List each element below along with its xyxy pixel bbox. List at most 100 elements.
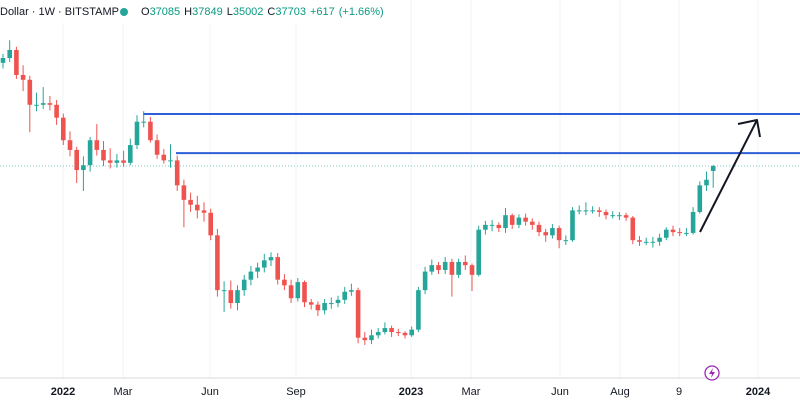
symbol: Dollar · 1W · BITSTAMP [0,6,119,18]
candle-body [369,335,374,341]
candle-body [61,117,66,141]
candle-body [335,299,341,304]
candle-body [355,290,361,338]
candle-body [396,332,401,334]
candle-body [543,232,548,236]
candle-body [469,265,475,275]
candle-body [530,221,535,225]
candle-body [664,229,669,238]
candle-body [262,260,267,268]
candle-body [583,210,589,212]
candle-body [0,58,6,63]
grid [62,0,759,378]
candle-body [47,103,53,105]
candle-body [389,328,394,333]
candle-body [168,160,173,162]
candle-body [349,290,354,292]
candle-body [329,303,334,305]
candle-body [610,215,615,217]
change-pct: (+1.66%) [339,6,384,18]
candle-body [248,271,254,280]
candle-body [375,332,381,336]
x-tick-label: 9 [676,386,682,398]
ohlc-value: 37085 [150,6,181,18]
candle-body [670,229,676,233]
candle-body [302,282,307,303]
ohlc-label: C [267,6,275,18]
candle-body [161,154,167,161]
candle-body [704,179,709,186]
candle-body [181,185,187,200]
candle-body [603,211,609,216]
candle-body [536,224,542,233]
candle-body [630,217,636,241]
ohlc-value: 37703 [275,6,306,18]
candle-body [442,261,448,270]
candle-body [268,257,274,261]
candle-body [67,140,73,150]
candle-body [148,121,153,141]
candle-body [503,215,508,229]
candle-body [128,145,133,163]
candle-body [563,240,569,242]
candle-body [107,160,113,163]
ohlc-label: O [141,6,150,18]
candle-body [74,149,79,171]
candle-body [422,271,428,291]
candle-body [362,337,368,341]
candle-body [382,328,388,333]
candle-body [174,160,180,186]
candle-body [710,166,716,171]
candle-body [684,232,689,234]
candle-body [402,332,408,336]
ohlc-value: 35002 [233,6,264,18]
candle-body [20,74,26,80]
candle-body [429,265,435,272]
x-tick-label: Mar [462,386,481,398]
candle-body [496,224,502,229]
ohlc-label: L [227,6,233,18]
candle-body [456,261,461,275]
x-tick-label: Sep [286,386,306,398]
candle-body [215,235,220,291]
candle-body [623,215,629,218]
candle-body [114,160,120,163]
candle-body [94,140,100,150]
candle-body [556,228,562,241]
x-tick-label: Mar [114,386,133,398]
candle-body [315,304,321,311]
candle-body [516,217,522,225]
arrow-head [737,119,761,138]
candle-body [643,241,649,243]
candle-body [597,210,602,212]
candle-body [228,290,234,304]
event-icon-bolt [709,368,715,378]
candle-body [121,160,126,163]
ohlc-value: 37849 [192,6,223,18]
candle-body [295,282,301,299]
candle-body [590,210,595,212]
candle-body [40,103,46,105]
candle-body [650,241,656,243]
candle-body [81,165,86,171]
candle-body [342,291,347,300]
candle-body [275,257,280,280]
candle-body [449,261,455,275]
candle-body [235,290,240,304]
candle-body [550,228,555,236]
candle-body [208,212,213,236]
candle-body [195,204,200,211]
candle-body [489,224,495,226]
arrow-line [699,119,758,233]
candle-body [617,215,622,217]
candle-body [7,49,12,59]
candle-body [409,329,414,336]
candle-body [288,285,294,299]
x-tick-label: 2023 [399,386,423,398]
candle-body [34,104,39,106]
candle-body [282,279,287,286]
candle-body [416,290,421,330]
x-axis: 2022 Mar Jun Sep 2023 Mar Jun Aug 9 2024 [51,386,771,398]
